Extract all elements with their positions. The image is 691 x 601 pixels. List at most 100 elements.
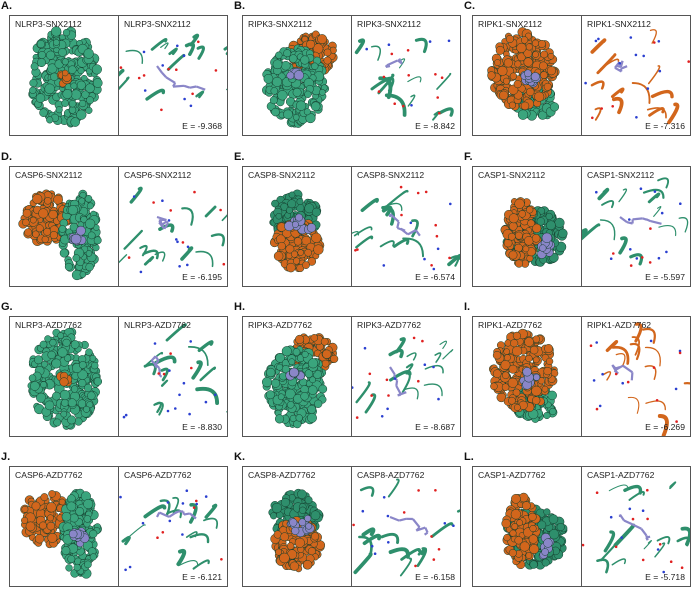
docking-panel-c: C. RIPK1-SNX2112 RIPK1-SNX2112 E = -7.31… [463,0,685,150]
docking-panel-i: I. RIPK1-AZD7762 RIPK1-AZD7762 E = -6.26… [463,301,685,451]
binding-energy: E = -6.269 [645,422,685,432]
interaction-label: CASP1-AZD7762 [587,470,654,480]
protein-surface-image [10,317,118,436]
panel-letter: E. [234,151,244,163]
panel-letter: B. [234,0,245,12]
panel-frame: CASP8-AZD7762 CASP8-AZD7762 E = -6.158 [242,466,461,587]
surface-view: CASP6-SNX2112 [10,167,119,286]
surface-view: CASP8-AZD7762 [243,467,352,586]
panel-letter: J. [1,451,10,463]
protein-surface-image [10,167,118,286]
protein-surface-image [473,167,581,286]
protein-surface-image [243,317,351,436]
surface-view: CASP1-AZD7762 [473,467,582,586]
interaction-label: CASP8-SNX2112 [357,170,424,180]
interaction-label: RIPK1-SNX2112 [587,19,651,29]
docking-panel-l: L. CASP1-AZD7762 CASP1-AZD7762 E = -5.71… [463,451,685,601]
binding-energy: E = -6.574 [415,272,455,282]
interaction-view: NLRP3-AZD7762 E = -8.830 [119,317,227,436]
interaction-view: RIPK1-AZD7762 E = -6.269 [582,317,690,436]
protein-surface-image [243,16,351,135]
binding-site-image [582,16,690,135]
interaction-view: CASP8-SNX2112 E = -6.574 [352,167,460,286]
surface-label: RIPK1-AZD7762 [478,320,542,330]
docking-panel-a: A. NLRP3-SNX2112 NLRP3-SNX2112 E = -9.36… [0,0,222,150]
interaction-label: RIPK3-AZD7762 [357,320,421,330]
panel-frame: RIPK3-SNX2112 RIPK3-SNX2112 E = -8.842 [242,15,461,136]
surface-view: RIPK3-SNX2112 [243,16,352,135]
docking-panel-b: B. RIPK3-SNX2112 RIPK3-SNX2112 E = -8.84… [233,0,455,150]
docking-panel-j: J. CASP6-AZD7762 CASP6-AZD7762 E = -6.12… [0,451,222,601]
panel-letter: A. [1,0,12,12]
interaction-view: NLRP3-SNX2112 E = -9.368 [119,16,227,135]
panel-frame: CASP1-AZD7762 CASP1-AZD7762 E = -5.718 [472,466,691,587]
protein-surface-image [473,317,581,436]
binding-energy: E = -5.597 [645,272,685,282]
surface-label: RIPK1-SNX2112 [478,19,542,29]
binding-site-image [352,167,460,286]
interaction-label: RIPK1-AZD7762 [587,320,651,330]
surface-view: CASP6-AZD7762 [10,467,119,586]
protein-surface-image [473,16,581,135]
interaction-label: RIPK3-SNX2112 [357,19,421,29]
interaction-view: CASP8-AZD7762 E = -6.158 [352,467,460,586]
surface-label: CASP8-SNX2112 [248,170,315,180]
panel-frame: NLRP3-AZD7762 NLRP3-AZD7762 E = -8.830 [9,316,228,437]
binding-energy: E = -6.158 [415,572,455,582]
interaction-view: RIPK3-SNX2112 E = -8.842 [352,16,460,135]
binding-site-image [582,167,690,286]
panel-frame: RIPK3-AZD7762 RIPK3-AZD7762 E = -8.687 [242,316,461,437]
panel-letter: H. [234,301,245,313]
interaction-view: RIPK3-AZD7762 E = -8.687 [352,317,460,436]
protein-surface-image [243,167,351,286]
panel-letter: I. [464,301,470,313]
docking-panel-f: F. CASP1-SNX2112 CASP1-SNX2112 E = -5.59… [463,151,685,301]
binding-energy: E = -8.842 [415,121,455,131]
protein-surface-image [473,467,581,586]
interaction-label: CASP1-SNX2112 [587,170,654,180]
panel-letter: K. [234,451,245,463]
surface-label: CASP8-AZD7762 [248,470,315,480]
interaction-view: CASP1-SNX2112 E = -5.597 [582,167,690,286]
panel-frame: CASP6-SNX2112 CASP6-SNX2112 E = -6.195 [9,166,228,287]
panel-frame: NLRP3-SNX2112 NLRP3-SNX2112 E = -9.368 [9,15,228,136]
binding-energy: E = -8.830 [182,422,222,432]
binding-site-image [119,16,227,135]
docking-panel-h: H. RIPK3-AZD7762 RIPK3-AZD7762 E = -8.68… [233,301,455,451]
panel-letter: G. [1,301,13,313]
panel-frame: CASP1-SNX2112 CASP1-SNX2112 E = -5.597 [472,166,691,287]
panel-letter: F. [464,151,473,163]
binding-site-image [582,467,690,586]
docking-panel-k: K. CASP8-AZD7762 CASP8-AZD7762 E = -6.15… [233,451,455,601]
surface-label: CASP6-SNX2112 [15,170,82,180]
surface-label: NLRP3-AZD7762 [15,320,82,330]
surface-label: NLRP3-SNX2112 [15,19,82,29]
interaction-view: CASP6-AZD7762 E = -6.121 [119,467,227,586]
surface-view: CASP8-SNX2112 [243,167,352,286]
binding-site-image [582,317,690,436]
surface-label: RIPK3-AZD7762 [248,320,312,330]
binding-energy: E = -9.368 [182,121,222,131]
binding-site-image [352,16,460,135]
interaction-view: RIPK1-SNX2112 E = -7.316 [582,16,690,135]
protein-surface-image [10,16,118,135]
interaction-label: CASP6-AZD7762 [124,470,191,480]
panel-frame: RIPK1-SNX2112 RIPK1-SNX2112 E = -7.316 [472,15,691,136]
binding-site-image [352,467,460,586]
surface-label: CASP6-AZD7762 [15,470,82,480]
binding-site-image [119,317,227,436]
panel-frame: CASP8-SNX2112 CASP8-SNX2112 E = -6.574 [242,166,461,287]
surface-view: NLRP3-AZD7762 [10,317,119,436]
binding-energy: E = -6.121 [182,572,222,582]
interaction-label: NLRP3-SNX2112 [124,19,191,29]
surface-label: RIPK3-SNX2112 [248,19,312,29]
binding-energy: E = -7.316 [645,121,685,131]
binding-energy: E = -5.718 [645,572,685,582]
binding-energy: E = -6.195 [182,272,222,282]
protein-surface-image [243,467,351,586]
interaction-label: CASP8-AZD7762 [357,470,424,480]
surface-view: NLRP3-SNX2112 [10,16,119,135]
binding-site-image [352,317,460,436]
surface-view: RIPK1-AZD7762 [473,317,582,436]
interaction-label: CASP6-SNX2112 [124,170,191,180]
